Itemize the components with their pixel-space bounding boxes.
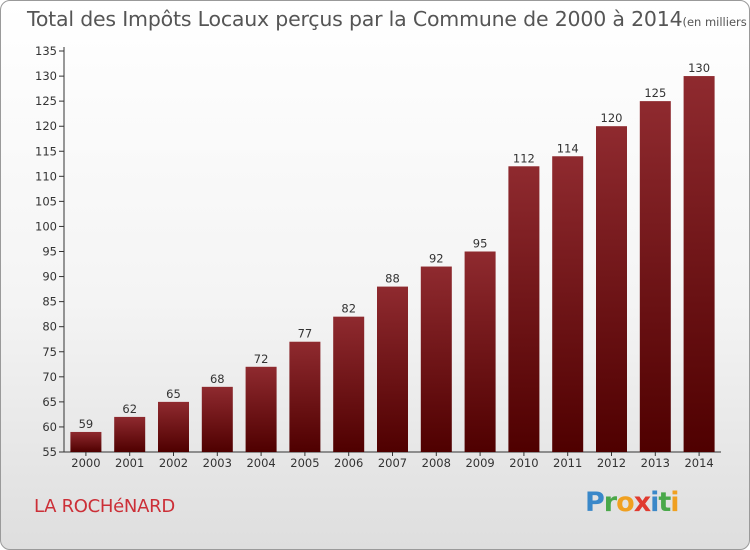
y-tick-label: 85 — [42, 295, 57, 309]
bar-value-label: 72 — [254, 352, 269, 366]
bar-value-label: 62 — [122, 402, 137, 416]
bar-value-label: 59 — [79, 417, 94, 431]
bar — [420, 266, 452, 452]
bar-value-label: 112 — [513, 151, 535, 165]
bar — [201, 386, 233, 452]
x-tick-label: 2012 — [597, 456, 626, 470]
bar — [464, 251, 496, 452]
chart-labels: 55 60 65 70 75 80 85 90 95 100 105 110 115 120 125 130 1… — [35, 44, 714, 470]
bar — [158, 401, 189, 452]
logo-letter: i — [670, 487, 679, 518]
chart-bars — [70, 76, 715, 452]
bar-value-label: 65 — [166, 387, 181, 401]
x-tick-label: 2011 — [553, 456, 582, 470]
bar — [596, 126, 627, 452]
x-tick-label: 2002 — [159, 456, 188, 470]
x-tick-label: 2003 — [203, 456, 232, 470]
bar — [245, 366, 277, 452]
y-tick-label: 120 — [35, 119, 57, 133]
x-tick-label: 2001 — [115, 456, 144, 470]
y-tick-label: 80 — [42, 320, 57, 334]
logo-letter: P — [585, 487, 605, 518]
x-tick-label: 2013 — [641, 456, 670, 470]
chart-title-unit: (en milliers d'€) — [682, 15, 749, 29]
x-tick-label: 2008 — [422, 456, 451, 470]
chart-title: Total des Impôts Locaux perçus par la Co… — [27, 7, 749, 31]
y-tick-label: 75 — [42, 345, 57, 359]
y-tick-label: 65 — [42, 395, 57, 409]
x-tick-label: 2007 — [378, 456, 407, 470]
bar — [114, 416, 146, 452]
bar — [70, 431, 102, 452]
x-tick-label: 2000 — [71, 456, 100, 470]
y-tick-label: 90 — [42, 270, 57, 284]
y-tick-label: 135 — [35, 44, 57, 58]
y-tick-label: 115 — [35, 144, 57, 158]
bar-value-label: 68 — [210, 372, 225, 386]
bar-value-label: 130 — [688, 61, 710, 75]
y-tick-label: 70 — [42, 370, 57, 384]
chart-title-text: Total des Impôts Locaux perçus par la Co… — [27, 7, 683, 31]
y-tick-label: 95 — [42, 245, 57, 259]
x-tick-label: 2004 — [246, 456, 275, 470]
x-tick-label: 2009 — [465, 456, 494, 470]
logo-letter: x — [633, 487, 651, 518]
bar-value-label: 88 — [385, 272, 400, 286]
y-tick-label: 55 — [42, 445, 57, 459]
logo-letter: t — [658, 487, 671, 518]
bar-value-label: 82 — [341, 302, 356, 316]
bar — [377, 286, 408, 452]
x-tick-label: 2014 — [684, 456, 713, 470]
commune-name: LA ROCHéNARD — [34, 496, 175, 517]
proxiti-logo: Proxiti — [585, 487, 680, 518]
x-tick-label: 2006 — [334, 456, 363, 470]
x-tick-label: 2005 — [290, 456, 319, 470]
bar-value-label: 92 — [429, 252, 444, 266]
bar — [333, 316, 365, 452]
y-tick-label: 60 — [42, 420, 57, 434]
x-tick-label: 2010 — [509, 456, 538, 470]
bar-value-label: 77 — [298, 327, 313, 341]
bar — [683, 76, 715, 452]
logo-letter: r — [603, 487, 617, 518]
logo-letter: i — [650, 487, 659, 518]
bar — [639, 101, 671, 452]
y-tick-label: 125 — [35, 94, 57, 108]
y-tick-label: 110 — [35, 169, 57, 183]
y-tick-label: 100 — [35, 219, 57, 233]
y-tick-label: 130 — [35, 69, 57, 83]
bar-value-label: 120 — [601, 111, 623, 125]
logo-letter: o — [616, 487, 635, 518]
y-tick-label: 105 — [35, 194, 57, 208]
bar-value-label: 95 — [473, 237, 488, 251]
bar-value-label: 125 — [644, 86, 666, 100]
bar — [508, 166, 540, 452]
bar — [289, 341, 321, 452]
bar — [552, 156, 584, 452]
bar-value-label: 114 — [557, 141, 579, 155]
